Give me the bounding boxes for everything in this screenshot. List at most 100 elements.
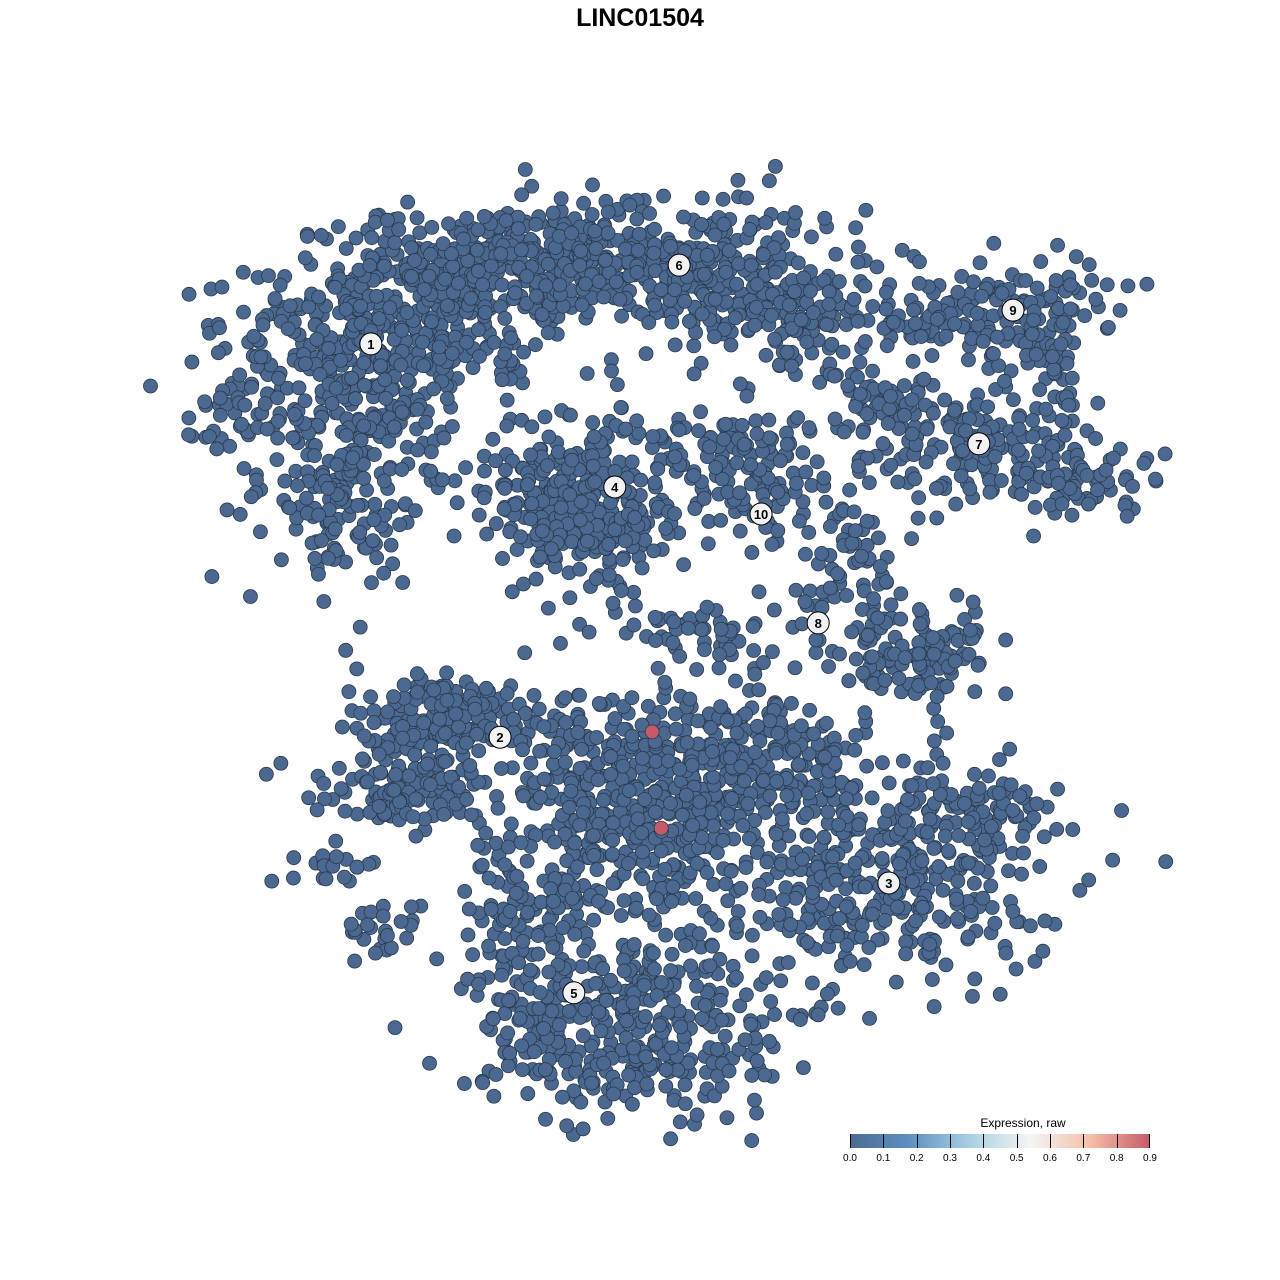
cell-point-cluster-2 [443, 769, 459, 785]
cell-point-cluster-5 [787, 660, 803, 676]
cell-point-cluster-9 [1068, 249, 1084, 265]
cell-point-cluster-1 [181, 286, 197, 302]
cell-point-cluster-2 [386, 689, 401, 705]
cell-point-cluster-10 [764, 537, 780, 552]
cell-point-cluster-1 [418, 414, 434, 430]
cell-point-cluster-3 [939, 725, 955, 741]
cell-point-cluster-7 [987, 449, 1003, 465]
cell-point-cluster-5 [567, 835, 583, 851]
cell-point-cluster-1 [273, 552, 289, 568]
cell-point-cluster-10 [779, 436, 795, 452]
cell-point-cluster-6 [440, 298, 455, 314]
cell-point-cluster-5 [692, 794, 708, 810]
legend-tick [883, 1134, 885, 1148]
cell-point-cluster-3 [1035, 943, 1051, 959]
cell-point-cluster-5 [634, 717, 650, 733]
cell-point-cluster-9 [879, 338, 895, 354]
cell-point-cluster-5 [768, 826, 784, 842]
cell-point-cluster-1 [322, 359, 338, 375]
cluster-label-3: 3 [877, 871, 901, 895]
cell-point-cluster-1 [458, 460, 473, 476]
cell-point-cluster-5 [591, 1004, 607, 1020]
cell-point-cluster-1 [381, 433, 397, 449]
cell-point-cluster-4 [524, 496, 540, 512]
cell-point-cluster-5 [458, 735, 474, 751]
cell-point-cluster-6 [600, 204, 616, 220]
cell-point-cluster-6 [451, 275, 466, 291]
cell-point-cluster-5 [559, 1118, 575, 1134]
cell-point-cluster-10 [671, 422, 687, 438]
cell-point-cluster-7 [890, 474, 906, 490]
cell-point-cluster-1 [423, 444, 439, 460]
cell-point-cluster-5 [728, 673, 743, 689]
cell-point-cluster-4 [658, 520, 674, 536]
cell-point-cluster-4 [523, 511, 539, 527]
cell-point-cluster-1 [244, 379, 259, 395]
cell-point-cluster-3 [920, 760, 936, 776]
cell-point-cluster-6 [817, 210, 833, 226]
cell-point-cluster-3 [817, 749, 833, 765]
cell-point-cluster-5 [661, 753, 676, 769]
cell-point-cluster-1 [348, 230, 364, 246]
cell-point-cluster-8 [897, 650, 913, 666]
cell-point-cluster-9 [975, 333, 991, 349]
cell-point-cluster-2 [471, 743, 487, 759]
cell-point-cluster-8 [666, 614, 682, 630]
cell-point-cluster-1 [338, 241, 354, 256]
cell-point-cluster-5 [723, 863, 739, 879]
cell-point-cluster-6 [519, 296, 535, 311]
cell-point-cluster-10 [708, 460, 724, 475]
cell-point-cluster-7 [946, 456, 961, 472]
cell-point-cluster-9 [1026, 312, 1041, 328]
cell-point-cluster-1 [143, 378, 158, 394]
cell-point-cluster-3 [730, 904, 746, 919]
cell-point-cluster-10 [713, 512, 729, 528]
cell-point-cluster-3 [1012, 788, 1028, 804]
cell-point-cluster-3 [975, 890, 991, 906]
cell-point-cluster-1 [434, 472, 450, 488]
cell-point-cluster-5 [494, 967, 509, 983]
cell-point-cluster-5 [711, 660, 727, 676]
cell-point-cluster-6 [694, 306, 710, 322]
cell-point-cluster-1 [377, 372, 393, 388]
cell-point-cluster-3 [926, 841, 942, 856]
cell-point-cluster-2 [317, 791, 332, 807]
cell-point-cluster-5 [532, 789, 548, 805]
cell-point-cluster-3 [935, 882, 951, 898]
cell-point-cluster-5 [536, 719, 552, 735]
cell-point-cluster-5 [713, 699, 729, 714]
cell-point-cluster-2 [349, 859, 365, 875]
cell-point-cluster-3 [783, 917, 799, 932]
cell-point-cluster-3 [786, 742, 802, 758]
cell-point-cluster-4 [553, 500, 569, 516]
cell-point-cluster-5 [576, 943, 592, 959]
cell-point-cluster-5 [564, 890, 580, 906]
cell-point-cluster-5 [795, 1060, 811, 1076]
cell-point-cluster-6 [391, 222, 407, 238]
cell-point-cluster-8 [665, 635, 681, 651]
cell-point-cluster-3 [771, 907, 787, 922]
cell-point-cluster-7 [1064, 507, 1080, 523]
cell-point-cluster-5 [677, 938, 693, 953]
cell-point-cluster-6 [828, 246, 844, 262]
cell-point-cluster-1 [197, 394, 213, 410]
cell-point-cluster-10 [687, 501, 703, 516]
legend-tick [1116, 1134, 1118, 1148]
cell-point-cluster-5 [703, 911, 719, 926]
cell-point-cluster-2 [363, 689, 378, 705]
cell-point-cluster-2 [439, 692, 455, 708]
cell-point-cluster-1 [253, 349, 269, 365]
cell-point-cluster-5 [649, 891, 665, 907]
cell-point-cluster-10 [749, 426, 765, 442]
cell-point-cluster-7 [1051, 475, 1066, 491]
cell-point-cluster-7 [1054, 412, 1070, 428]
cell-point-cluster-9 [950, 284, 966, 300]
cell-point-cluster-5 [640, 698, 656, 714]
cell-point-cluster-8 [907, 471, 923, 487]
cell-point-cluster-5 [685, 818, 701, 833]
cell-point-cluster-5 [648, 1036, 664, 1052]
cell-point-cluster-5 [503, 816, 519, 832]
cell-point-cluster-3 [1114, 803, 1129, 818]
cell-point-cluster-5 [664, 1040, 679, 1056]
cell-point-cluster-3 [838, 791, 854, 807]
